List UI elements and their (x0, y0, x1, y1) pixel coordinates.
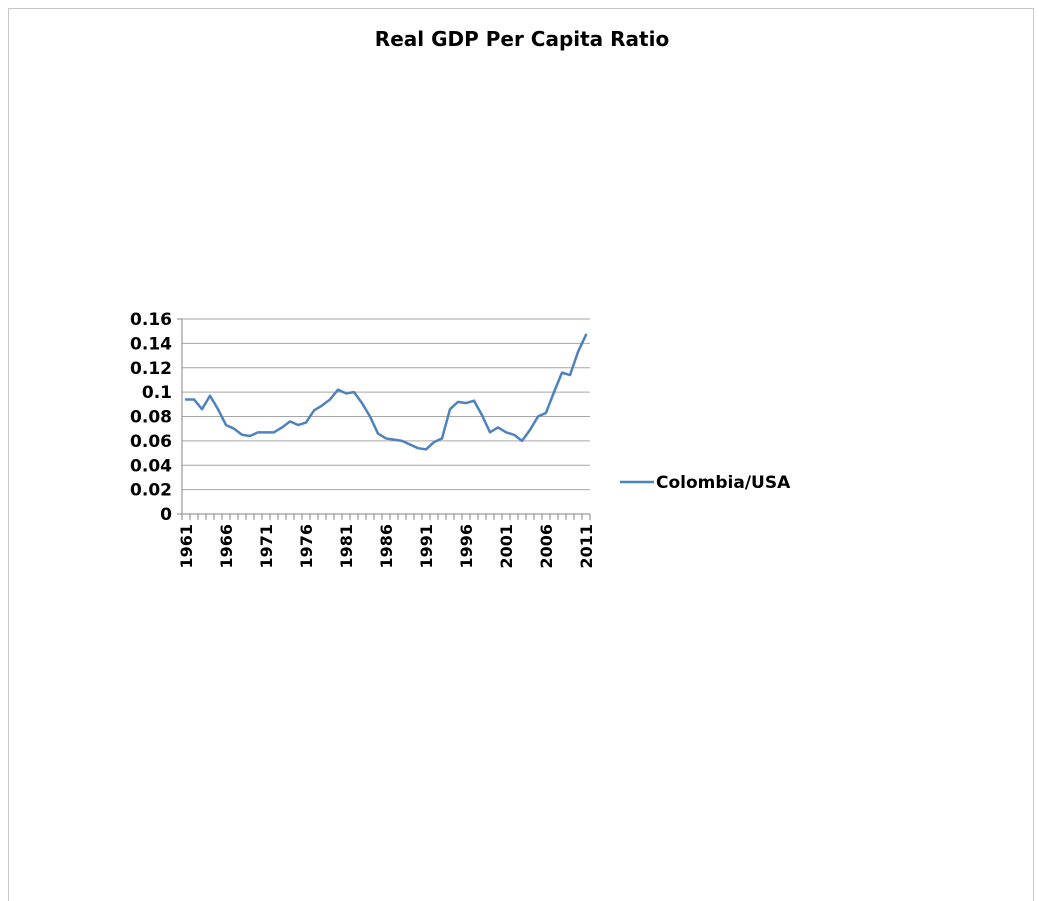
y-tick-label: 0 (160, 505, 172, 525)
y-tick-label: 0.16 (130, 310, 172, 330)
x-tick-label: 1996 (457, 524, 476, 569)
y-tick-label: 0.12 (130, 359, 172, 379)
legend: Colombia/USA (620, 473, 791, 493)
x-tick-label: 1966 (217, 524, 236, 569)
chart-title: Real GDP Per Capita Ratio (375, 27, 669, 51)
x-tick-label: 1981 (337, 524, 356, 569)
y-tick-label: 0.1 (142, 383, 172, 403)
series (184, 333, 588, 451)
y-tick-label: 0.08 (130, 408, 172, 428)
x-tick-label: 1986 (377, 524, 396, 569)
x-tick-label: 1976 (297, 524, 316, 569)
x-tick-label: 1971 (257, 524, 276, 569)
x-tick-label: 2001 (497, 524, 516, 569)
legend-label: Colombia/USA (656, 473, 791, 493)
axes: 0 0.02 0.04 0.06 0.08 0.1 0.12 0.14 0.16 1961 1966… (130, 310, 596, 569)
chart-frame (8, 8, 1034, 901)
x-tick-label: 1991 (417, 524, 436, 569)
x-tick-label: 2011 (577, 524, 596, 569)
y-tick-label: 0.06 (130, 432, 172, 452)
grid (182, 318, 590, 491)
y-tick-label: 0.04 (130, 456, 172, 476)
y-tick-label: 0.02 (130, 481, 172, 501)
x-tick-label: 2006 (537, 524, 556, 569)
y-tick-label: 0.14 (130, 334, 172, 354)
series-line (184, 333, 588, 451)
x-tick-label: 1961 (177, 524, 196, 569)
